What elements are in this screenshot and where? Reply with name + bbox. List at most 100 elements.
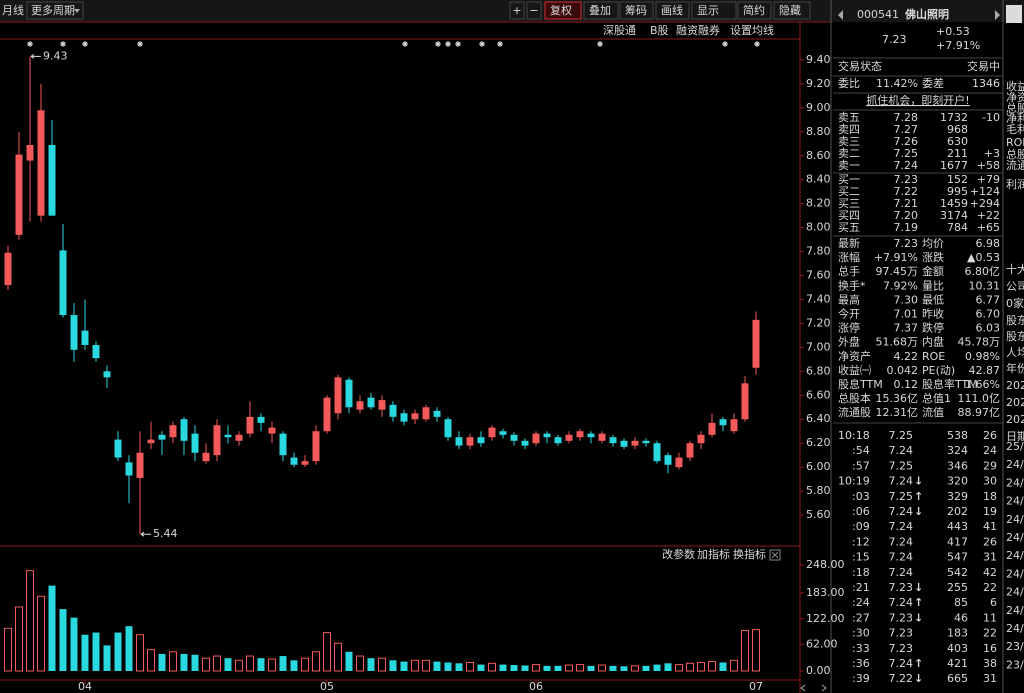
book-price: 7.26 — [894, 135, 919, 148]
tick-volume: 417 — [947, 535, 968, 548]
toolbar-button[interactable]: 画线 — [661, 3, 683, 17]
candle-body — [367, 397, 375, 408]
toolbar-button-box[interactable] — [773, 1, 811, 20]
side-label: ROE — [1006, 136, 1024, 149]
tick-count: 22 — [983, 627, 997, 640]
tick-count: 16 — [983, 642, 997, 655]
toolbar-button-box[interactable] — [526, 1, 542, 20]
side-label: 日期 — [1006, 430, 1024, 443]
book-change: -10 — [982, 111, 1000, 124]
toolbar-button-box[interactable] — [619, 1, 654, 20]
toolbar-button[interactable]: 复权 — [550, 3, 572, 17]
side-tab[interactable]: 融 — [1007, 8, 1018, 21]
stat-label: 今开 — [838, 307, 860, 321]
extreme-arrow — [140, 531, 151, 537]
candle-body — [114, 439, 122, 458]
volume-bar — [477, 664, 485, 671]
side-label: 股东 — [1006, 314, 1024, 327]
toolbar-button[interactable]: − — [529, 4, 538, 17]
toolbar-button-box[interactable] — [737, 1, 772, 20]
book-price: 7.24 — [894, 159, 919, 172]
sub-tab[interactable]: B股 — [650, 24, 669, 37]
book-change: +22 — [977, 209, 1000, 222]
candle-body — [103, 371, 111, 378]
candle-body — [642, 440, 650, 444]
book-price: 7.28 — [894, 111, 919, 124]
stat-value: 0.12 — [894, 378, 919, 391]
candle-body — [15, 154, 23, 235]
toolbar-button[interactable]: 显示 — [697, 4, 719, 17]
y-tick-label: 62.00 — [806, 638, 838, 651]
indicator-tool[interactable]: 换指标 — [733, 547, 766, 561]
volume-bar — [279, 656, 287, 671]
stat-value: 6.77 — [976, 293, 1001, 306]
toolbar-button-box[interactable] — [544, 1, 582, 20]
indicator-tool[interactable]: 加指标 — [697, 547, 730, 561]
toolbar-button-box[interactable] — [655, 1, 690, 20]
book-label: 卖三 — [838, 135, 860, 148]
open-account-ad[interactable]: 抓住机会，即刻开户! — [866, 93, 969, 107]
toolbar-button[interactable]: 简约 — [743, 3, 765, 17]
stock-code: 000541 — [857, 8, 899, 21]
price-change: +0.53 — [936, 25, 970, 38]
book-price: 7.27 — [894, 123, 919, 136]
tick-count: 22 — [983, 581, 997, 594]
tick-volume: 320 — [947, 475, 968, 488]
volume-bar — [70, 617, 78, 671]
dropdown-box[interactable] — [26, 1, 84, 20]
side-tab-box[interactable] — [1006, 5, 1022, 23]
toolbar-button[interactable]: + — [512, 4, 521, 17]
book-change: +58 — [977, 159, 1000, 172]
tick-time: :06 — [852, 505, 870, 518]
volume-bar — [532, 664, 540, 672]
toolbar-button[interactable]: 叠加 — [589, 4, 611, 17]
extreme-label: 9.43 — [43, 49, 68, 62]
tick-time: :39 — [852, 672, 870, 685]
tick-price: 7.23 — [889, 611, 914, 624]
sub-tab[interactable]: 融资融券 — [676, 23, 720, 37]
candle-body — [356, 401, 364, 410]
scroll-arrows[interactable] — [800, 684, 827, 692]
tick-volume: 665 — [947, 672, 968, 685]
indicator-tool[interactable]: 改参数 — [662, 547, 695, 561]
volume-bar — [290, 660, 298, 671]
volume-bar — [620, 666, 628, 671]
tick-volume: 324 — [947, 444, 968, 457]
volume-bar — [345, 651, 353, 671]
tick-price: 7.25 — [889, 429, 914, 442]
tick-volume: 202 — [947, 505, 968, 518]
volume-bar — [356, 655, 364, 672]
toolbar-button-box[interactable] — [583, 1, 619, 20]
y-tick-label: 7.60 — [806, 269, 831, 282]
period-button[interactable]: 月线 — [2, 3, 24, 17]
tick-direction: ↑ — [914, 657, 923, 670]
close-box[interactable] — [769, 549, 781, 561]
y-tick-label: 6.20 — [806, 436, 831, 449]
candle-body — [422, 407, 430, 420]
tick-price: 7.24 — [889, 657, 914, 670]
toolbar-button-box[interactable] — [509, 1, 525, 20]
stat-value: 7.37 — [894, 322, 919, 335]
tick-volume: 346 — [947, 459, 968, 472]
stat-value: 45.78万 — [958, 336, 1001, 349]
toolbar-button[interactable]: 隐藏 — [779, 4, 801, 17]
volume-bar — [444, 662, 452, 671]
volume-bar — [202, 657, 210, 672]
side-label: 2024 — [1006, 396, 1024, 409]
y-tick-label: 8.00 — [806, 221, 831, 234]
more-periods[interactable]: 更多周期 — [31, 3, 75, 17]
stat-value: +7.91% — [874, 251, 918, 264]
toolbar-button-box[interactable] — [691, 1, 737, 20]
book-label: 买五 — [838, 221, 860, 234]
toolbar-button[interactable]: 筹码 — [625, 3, 647, 17]
candle-body — [697, 434, 705, 444]
sub-tab[interactable]: 深股通 — [603, 24, 636, 37]
sub-tab[interactable]: 设置均线 — [730, 23, 774, 37]
y-tick-label: 5.60 — [806, 508, 831, 521]
candle-body — [675, 457, 683, 468]
tick-price: 7.24 — [889, 566, 914, 579]
tick-time: :09 — [852, 520, 870, 533]
volume-bar — [653, 664, 661, 671]
volume-bar — [37, 595, 45, 672]
